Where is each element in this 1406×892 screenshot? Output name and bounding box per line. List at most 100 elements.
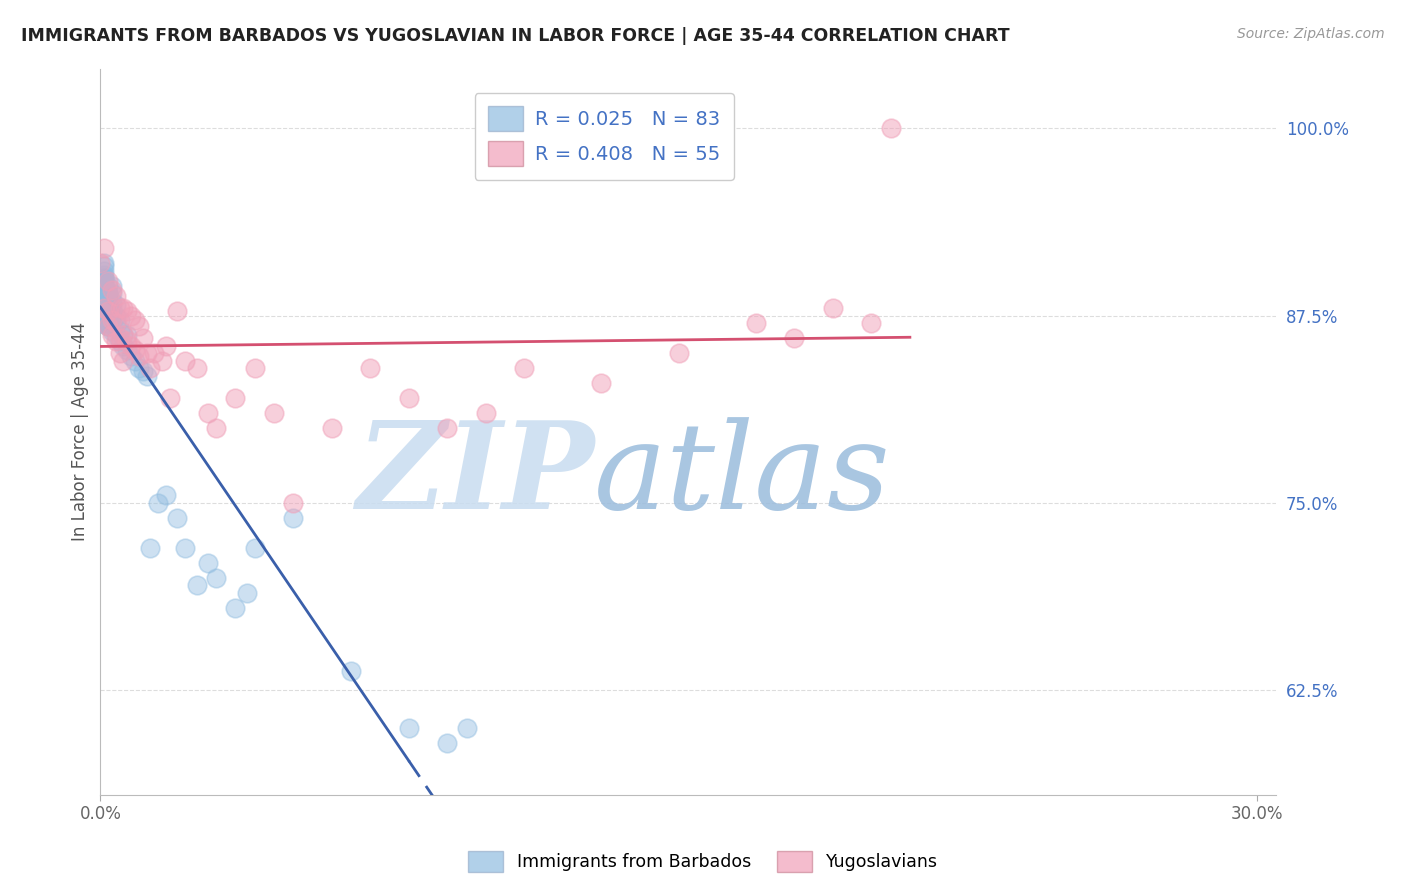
Point [93, 259, 115, 273]
Point [436, 736, 458, 750]
Point [93, 264, 115, 278]
Point [340, 664, 363, 678]
Point [132, 364, 155, 378]
Point [436, 421, 458, 435]
Point [120, 349, 142, 363]
Point [513, 361, 536, 376]
Point [97, 298, 120, 312]
Point [89, 278, 111, 293]
Point [117, 304, 139, 318]
Point [89, 316, 111, 330]
Point [97, 304, 120, 318]
Point [155, 339, 177, 353]
Text: atlas: atlas [595, 417, 891, 534]
Point [112, 353, 135, 368]
Point [93, 298, 115, 312]
Text: IMMIGRANTS FROM BARBADOS VS YUGOSLAVIAN IN LABOR FORCE | AGE 35-44 CORRELATION C: IMMIGRANTS FROM BARBADOS VS YUGOSLAVIAN … [21, 27, 1010, 45]
Point [101, 304, 124, 318]
Point [101, 286, 124, 301]
Point [159, 391, 181, 405]
Point [97, 316, 120, 330]
Point [101, 316, 124, 330]
Point [93, 309, 115, 323]
Point [821, 301, 844, 316]
Point [97, 304, 120, 318]
Point [243, 361, 266, 376]
Point [224, 600, 246, 615]
Point [205, 571, 228, 585]
Point [93, 316, 115, 330]
Point [93, 298, 115, 312]
Point [104, 298, 127, 312]
Point [93, 313, 115, 327]
Point [93, 278, 115, 293]
Point [97, 293, 120, 308]
Point [139, 361, 162, 376]
Point [243, 541, 266, 555]
Point [97, 319, 120, 334]
Point [263, 406, 285, 420]
Point [186, 361, 208, 376]
Point [475, 406, 498, 420]
Point [93, 276, 115, 290]
Legend: Immigrants from Barbados, Yugoslavians: Immigrants from Barbados, Yugoslavians [461, 844, 945, 879]
Point [101, 328, 124, 343]
Point [101, 283, 124, 297]
Point [104, 334, 127, 348]
Point [97, 274, 120, 288]
Point [97, 313, 120, 327]
Point [97, 319, 120, 334]
Point [174, 353, 197, 368]
Point [89, 256, 111, 270]
Point [186, 578, 208, 592]
Point [197, 556, 219, 570]
Point [456, 721, 478, 735]
Point [112, 301, 135, 316]
Point [93, 286, 115, 301]
Point [97, 309, 120, 323]
Point [124, 353, 146, 368]
Point [108, 313, 131, 327]
Point [93, 309, 115, 323]
Point [359, 361, 381, 376]
Point [591, 376, 613, 390]
Point [224, 391, 246, 405]
Point [93, 289, 115, 303]
Point [117, 343, 139, 358]
Point [108, 334, 131, 348]
Point [108, 331, 131, 345]
Point [166, 511, 188, 525]
Point [93, 256, 115, 270]
Point [128, 361, 150, 376]
Point [135, 346, 157, 360]
Point [398, 391, 420, 405]
Point [93, 293, 115, 308]
Point [93, 271, 115, 285]
Point [93, 301, 115, 316]
Point [97, 319, 120, 334]
Point [120, 339, 142, 353]
Point [155, 488, 177, 502]
Point [93, 316, 115, 330]
Point [143, 346, 166, 360]
Point [120, 309, 142, 323]
Point [93, 301, 115, 316]
Point [93, 278, 115, 293]
Point [101, 278, 124, 293]
Point [139, 541, 162, 555]
Point [744, 316, 766, 330]
Point [150, 353, 173, 368]
Point [93, 283, 115, 297]
Point [112, 328, 135, 343]
Point [97, 286, 120, 301]
Point [97, 286, 120, 301]
Point [101, 293, 124, 308]
Point [281, 511, 304, 525]
Point [783, 331, 806, 345]
Point [879, 121, 901, 136]
Point [236, 586, 259, 600]
Point [146, 496, 169, 510]
Point [97, 304, 120, 318]
Point [89, 301, 111, 316]
Point [112, 339, 135, 353]
